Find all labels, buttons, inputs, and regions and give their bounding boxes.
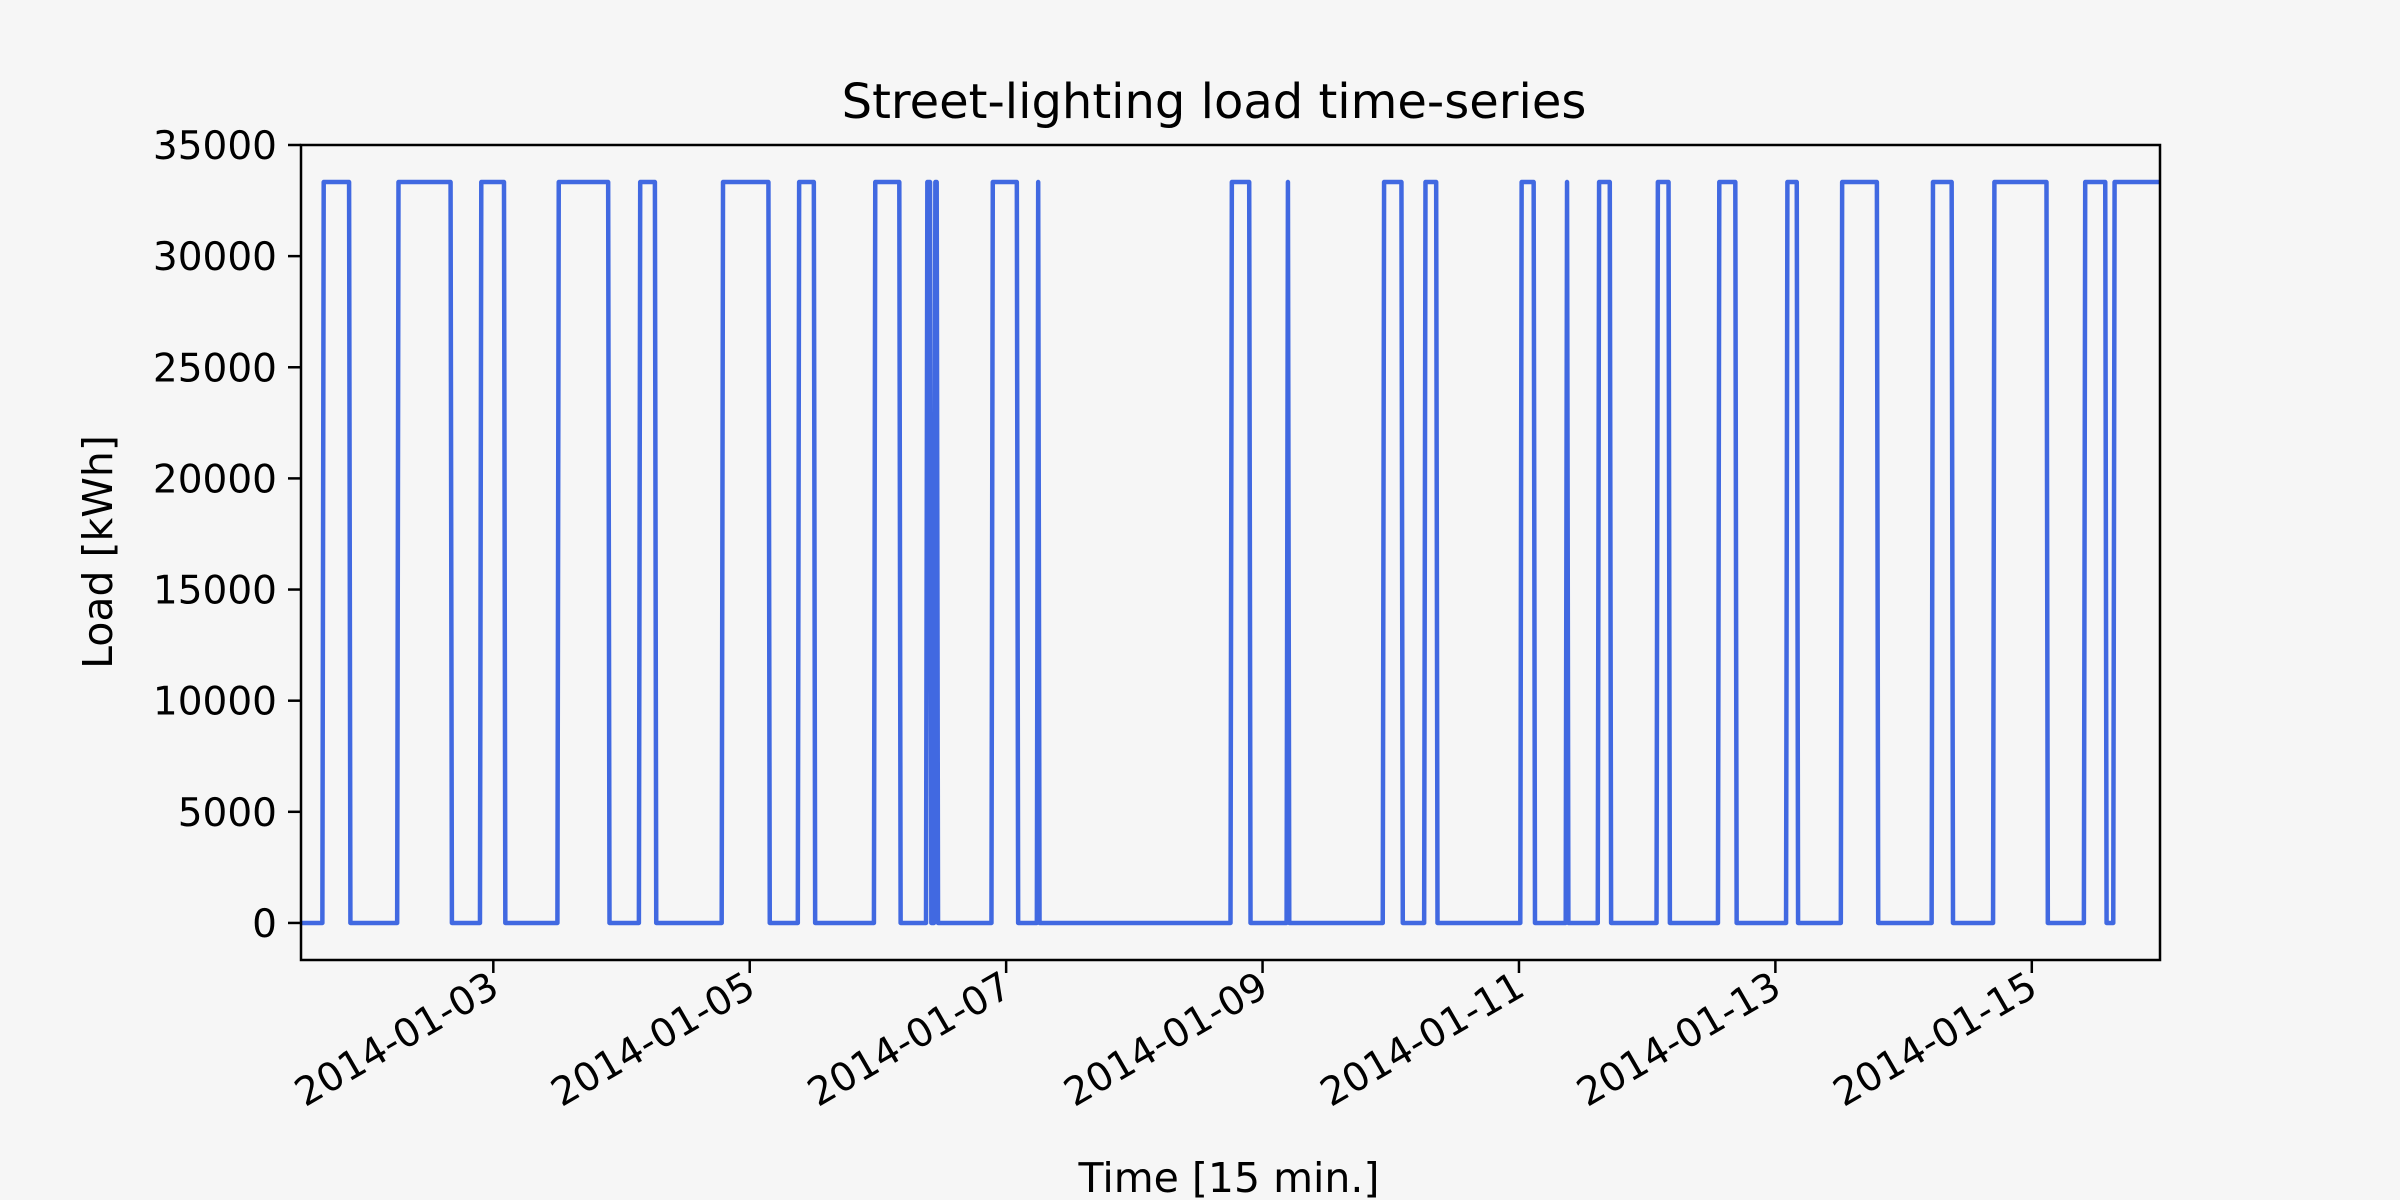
y-tick-label: 10000	[153, 680, 277, 725]
y-tick-label: 25000	[153, 346, 277, 391]
plot-area	[299, 143, 2162, 962]
chart-title: Street-lighting load time-series	[842, 74, 1587, 130]
x-axis-label: Time [15 min.]	[1078, 1154, 1380, 1200]
y-tick-label: 0	[252, 902, 277, 947]
plot-frame	[299, 143, 2162, 962]
x-axis: 2014-01-03 2014-01-05 2014-01-07 2014-01-09…	[288, 960, 2045, 1116]
x-tick-label: 2014-01-03	[288, 964, 507, 1116]
x-tick-label: 2014-01-05	[544, 964, 763, 1116]
x-tick-label: 2014-01-09	[1057, 964, 1276, 1116]
x-tick-label: 2014-01-13	[1570, 964, 1789, 1116]
y-tick-label: 30000	[153, 235, 277, 280]
series-line-0	[301, 179, 2160, 926]
y-axis-label: Load [kWh]	[74, 435, 122, 669]
x-tick-label: 2014-01-07	[800, 964, 1019, 1116]
y-tick-label: 15000	[153, 569, 277, 614]
y-tick-label: 35000	[153, 124, 277, 169]
y-tick-label: 5000	[178, 791, 277, 836]
y-axis: 0 5000 10000 15000 20000 25000 30000 35000	[153, 124, 301, 947]
x-tick-label: 2014-01-11	[1313, 964, 1532, 1116]
x-tick-label: 2014-01-15	[1826, 964, 2045, 1116]
y-tick-label: 20000	[153, 457, 277, 502]
